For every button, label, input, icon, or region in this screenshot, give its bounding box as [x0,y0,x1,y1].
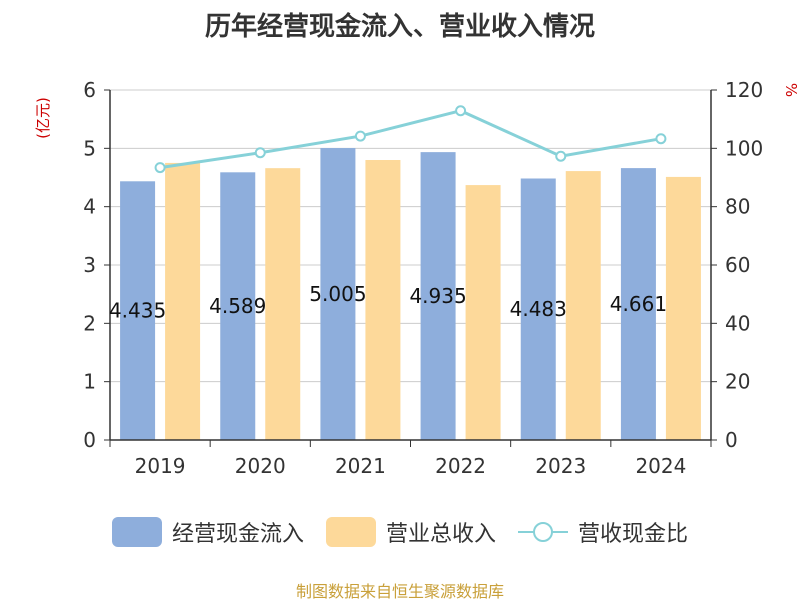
y-left-tick-label: 3 [83,253,96,277]
y-left-tick-label: 0 [83,428,96,452]
bars [120,148,701,441]
data-label-cash-inflow: 5.005 [309,282,366,306]
y-right-tick-label: 60 [725,253,750,277]
legend-item-revenue[interactable]: 营业总收入 [325,516,496,548]
source-note: 制图数据来自恒生聚源数据库 [295,582,504,601]
legend-item-ratio[interactable]: 营收现金比 [518,516,688,548]
legend-label-cash-inflow: 经营现金流入 [171,522,304,547]
y-left-tick-label: 6 [83,78,96,102]
y-left-unit: (亿元) [34,97,52,139]
bar-cash-inflow [120,181,156,440]
ratio-point [455,105,467,117]
data-label-cash-inflow: 4.435 [109,299,166,323]
x-tick-label: 2019 [135,454,186,478]
y-right-tick-label: 40 [725,311,750,335]
bar-cash-inflow [320,148,356,440]
chart-title: 历年经营现金流入、营业收入情况 [204,12,595,42]
data-label-cash-inflow: 4.483 [510,297,567,321]
data-label-cash-inflow: 4.589 [209,294,266,318]
data-label-cash-inflow: 4.935 [409,284,466,308]
data-label-cash-inflow: 4.661 [610,292,667,316]
bar-cash-inflow [220,172,256,440]
y-left-tick-label: 4 [83,195,96,219]
legend-swatch-revenue [325,517,376,547]
legend-item-cash-inflow[interactable]: 经营现金流入 [111,516,304,548]
bar-revenue [365,160,401,440]
bar-cash-inflow [520,178,556,440]
ratio-point [154,162,166,174]
y-left-tick-label: 5 [83,136,96,160]
bar-revenue [665,176,701,440]
x-tick-label: 2021 [335,454,386,478]
y-right-tick-label: 80 [725,195,750,219]
ratio-point [354,130,366,142]
x-tick-label: 2024 [635,454,686,478]
y-right-unit: % [782,83,800,97]
x-tick-label: 2022 [435,454,486,478]
y-right-tick-label: 20 [725,370,750,394]
y-right-tick-label: 100 [725,136,763,160]
legend-label-ratio: 营收现金比 [578,522,689,547]
bar-cash-inflow [420,152,456,440]
bar-revenue [565,171,601,441]
ratio-line-path [159,109,662,170]
y-left-tick-label: 1 [83,370,96,394]
legend-label-revenue: 营业总收入 [385,522,496,547]
x-tick-label: 2020 [235,454,286,478]
y-right-tick-label: 120 [725,78,763,102]
bar-revenue [265,168,301,440]
bar-revenue [465,185,501,440]
legend: 经营现金流入 营业总收入 营收现金比 [0,516,800,548]
ratio-point [655,133,667,145]
x-tick-label: 2023 [535,454,586,478]
ratio-point [555,150,567,162]
grid-lines [110,89,711,383]
y-left-tick-label: 2 [83,311,96,335]
y-right-tick-label: 0 [725,428,738,452]
legend-swatch-cash-inflow [111,517,162,547]
ratio-line [154,105,667,174]
bar-revenue [165,162,201,440]
data-labels: 4.435 4.589 5.005 4.935 4.483 4.661 [109,282,667,323]
legend-line-ratio-icon [518,517,568,547]
bar-cash-inflow [620,168,656,440]
ratio-point [254,147,266,159]
